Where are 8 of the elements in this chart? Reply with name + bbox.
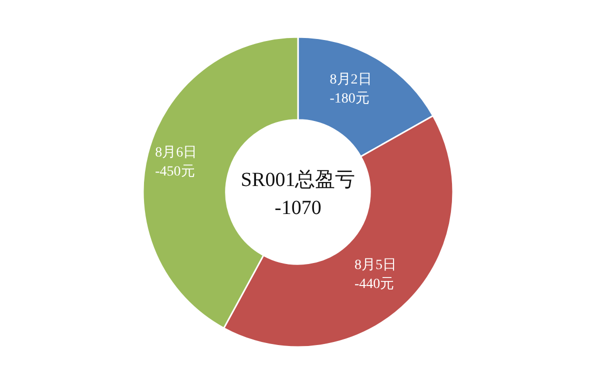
slice-label: 8月5日 bbox=[354, 258, 396, 274]
text: -180元 bbox=[330, 92, 370, 107]
slice-label: 8月6日 bbox=[155, 146, 198, 161]
text: -450元 bbox=[155, 164, 195, 180]
text: -440元 bbox=[354, 277, 394, 292]
text: SR001总盈亏 bbox=[240, 169, 356, 191]
slice-label: 8月2日 bbox=[330, 72, 372, 88]
text: -1070 bbox=[274, 197, 322, 219]
